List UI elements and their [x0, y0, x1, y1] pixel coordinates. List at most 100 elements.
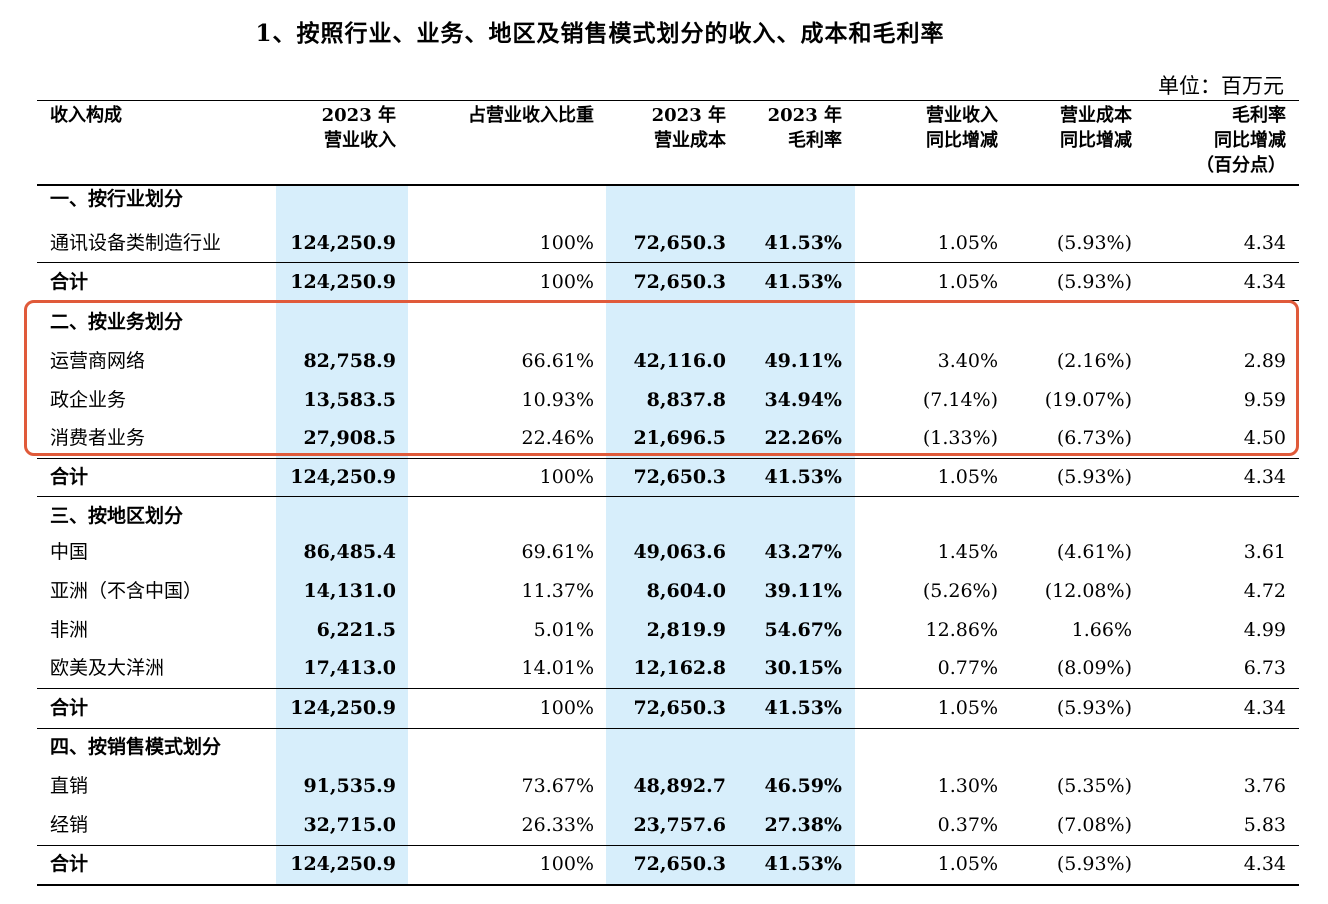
cell-margin-yoy: 4.34 — [1243, 853, 1286, 875]
cell-revenue: 6,221.5 — [316, 619, 396, 641]
row-label: 通讯设备类制造行业 — [50, 232, 222, 254]
row-label: 中国 — [50, 541, 89, 563]
cell-margin-yoy: 4.34 — [1243, 232, 1286, 254]
cell-margin-yoy: 3.76 — [1243, 775, 1286, 797]
header-margin: 2023 年 毛利率 — [740, 103, 842, 153]
cell-margin-yoy: 4.72 — [1243, 580, 1286, 602]
cell-cost-yoy: (5.93%) — [1056, 853, 1132, 875]
header-rev-yoy-line1: 营业收入 — [926, 105, 998, 126]
cell-cost-yoy: (4.61%) — [1056, 541, 1132, 563]
cell-margin-yoy: 4.34 — [1243, 697, 1286, 719]
cell-share: 73.67% — [521, 775, 594, 797]
cell-revenue: 124,250.9 — [290, 271, 396, 293]
row-label: 政企业务 — [50, 389, 127, 411]
cell-share: 100% — [539, 466, 594, 488]
table-rule — [37, 728, 1299, 729]
cell-cost-yoy: (6.73%) — [1056, 427, 1132, 449]
cell-rev-yoy: 0.77% — [937, 657, 998, 679]
cell-share: 100% — [539, 697, 594, 719]
cell-cost: 8,604.0 — [646, 580, 726, 602]
cell-cost: 72,650.3 — [633, 232, 726, 254]
cell-revenue: 27,908.5 — [303, 427, 396, 449]
total-label: 合计 — [50, 853, 89, 875]
header-revenue-line1: 2023 年 — [321, 105, 396, 126]
header-cost-line1: 2023 年 — [651, 105, 726, 126]
cell-margin: 41.53% — [764, 271, 842, 293]
cell-cost: 12,162.8 — [633, 657, 726, 679]
table-rule — [37, 845, 1299, 846]
cell-share: 26.33% — [521, 814, 594, 836]
cell-margin-yoy: 4.34 — [1243, 271, 1286, 293]
header-composition: 收入构成 — [50, 105, 122, 126]
row-label: 直销 — [50, 775, 89, 797]
header-share: 占营业收入比重 — [468, 105, 594, 126]
table-rule — [37, 884, 1299, 886]
cell-rev-yoy: 1.05% — [937, 466, 998, 488]
cell-margin-yoy: 4.50 — [1243, 427, 1286, 449]
cell-margin: 34.94% — [764, 389, 842, 411]
cell-cost-yoy: (5.93%) — [1056, 271, 1132, 293]
cell-share: 69.61% — [521, 541, 594, 563]
section-heading: 四、按销售模式划分 — [50, 736, 222, 758]
cell-margin: 39.11% — [764, 580, 842, 602]
header-cost: 2023 年 营业成本 — [610, 103, 726, 153]
cell-revenue: 14,131.0 — [303, 580, 396, 602]
header-cost-line2: 营业成本 — [654, 130, 726, 151]
header-revenue-line2: 营业收入 — [324, 130, 396, 151]
total-label: 合计 — [50, 271, 89, 293]
cell-cost: 72,650.3 — [633, 697, 726, 719]
cell-margin: 41.53% — [764, 466, 842, 488]
section-heading: 三、按地区划分 — [50, 505, 184, 527]
header-margin-yoy-line2: 同比增减 — [1214, 130, 1286, 151]
row-label: 经销 — [50, 814, 89, 836]
cell-margin-yoy: 2.89 — [1243, 350, 1286, 372]
cell-margin: 22.26% — [764, 427, 842, 449]
header-margin-yoy: 毛利率 同比增减 （百分点） — [1150, 103, 1286, 178]
row-label: 消费者业务 — [50, 427, 146, 449]
row-label: 运营商网络 — [50, 350, 146, 372]
header-rev-yoy: 营业收入 同比增减 — [880, 103, 998, 153]
header-cost-yoy: 营业成本 同比增减 — [1010, 103, 1132, 153]
cell-cost-yoy: (8.09%) — [1056, 657, 1132, 679]
cell-margin: 49.11% — [764, 350, 842, 372]
header-margin-yoy-line3: （百分点） — [1196, 155, 1286, 176]
cell-cost-yoy: (5.93%) — [1056, 697, 1132, 719]
table-rule — [37, 496, 1299, 497]
cell-revenue: 124,250.9 — [290, 853, 396, 875]
table-rule — [37, 262, 1299, 263]
header-revenue: 2023 年 营业收入 — [280, 103, 396, 153]
total-label: 合计 — [50, 466, 89, 488]
cell-margin: 43.27% — [764, 541, 842, 563]
cell-cost-yoy: (2.16%) — [1056, 350, 1132, 372]
cell-cost: 23,757.6 — [633, 814, 726, 836]
header-margin-yoy-line1: 毛利率 — [1232, 105, 1286, 126]
cell-revenue: 124,250.9 — [290, 232, 396, 254]
cell-rev-yoy: 0.37% — [937, 814, 998, 836]
cell-cost-yoy: (5.93%) — [1056, 466, 1132, 488]
cell-margin-yoy: 6.73 — [1243, 657, 1286, 679]
cell-share: 100% — [539, 853, 594, 875]
cell-margin: 46.59% — [764, 775, 842, 797]
cell-margin: 54.67% — [764, 619, 842, 641]
header-margin-line1: 2023 年 — [767, 105, 842, 126]
cell-cost: 8,837.8 — [646, 389, 726, 411]
cell-share: 11.37% — [521, 580, 594, 602]
cell-cost: 72,650.3 — [633, 853, 726, 875]
cell-share: 66.61% — [521, 350, 594, 372]
cell-rev-yoy: 1.05% — [937, 232, 998, 254]
cell-margin-yoy: 9.59 — [1243, 389, 1286, 411]
cell-share: 22.46% — [521, 427, 594, 449]
cell-rev-yoy: 1.45% — [937, 541, 998, 563]
cell-rev-yoy: (5.26%) — [922, 580, 998, 602]
cell-margin: 41.53% — [764, 232, 842, 254]
cell-revenue: 91,535.9 — [303, 775, 396, 797]
cell-revenue: 32,715.0 — [303, 814, 396, 836]
cell-cost-yoy: (19.07%) — [1044, 389, 1132, 411]
cell-revenue: 124,250.9 — [290, 697, 396, 719]
header-rev-yoy-line2: 同比增减 — [926, 130, 998, 151]
cell-rev-yoy: 1.30% — [937, 775, 998, 797]
cell-rev-yoy: 1.05% — [937, 853, 998, 875]
cell-cost: 21,696.5 — [633, 427, 726, 449]
cell-cost: 48,892.7 — [633, 775, 726, 797]
cell-rev-yoy: 1.05% — [937, 697, 998, 719]
